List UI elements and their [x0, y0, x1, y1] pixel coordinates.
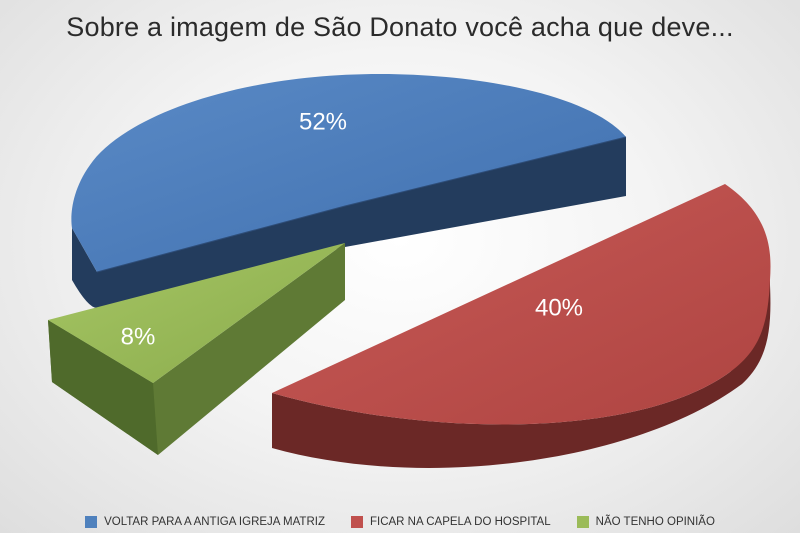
- legend-swatch-ficar: [350, 516, 363, 528]
- chart-title: Sobre a imagem de São Donato você acha q…: [66, 12, 734, 42]
- pie-slice-ficar-face: [272, 184, 771, 425]
- legend-item-ficar: FICAR NA CAPELA DO HOSPITAL: [350, 516, 551, 528]
- legend-label-ficar: FICAR NA CAPELA DO HOSPITAL: [369, 516, 551, 528]
- pie-slice-voltar: [71, 74, 627, 308]
- data-label-voltar: 52%: [299, 108, 347, 135]
- legend: VOLTAR PARA A ANTIGA IGREJA MATRIZ FICAR…: [0, 512, 800, 532]
- pie-slice-nao-tenho-face: [48, 243, 345, 383]
- legend-item-nao-tenho: NÃO TENHO OPINIÃO: [576, 516, 715, 528]
- pie-slice-nao-tenho-front: [48, 320, 158, 455]
- legend-label-voltar: VOLTAR PARA A ANTIGA IGREJA MATRIZ: [104, 516, 325, 528]
- pie-slice-nao-tenho: [48, 243, 345, 455]
- legend-label-nao-tenho: NÃO TENHO OPINIÃO: [595, 516, 715, 528]
- data-label-ficar: 40%: [535, 294, 583, 321]
- data-label-nao-tenho: 8%: [121, 323, 156, 350]
- legend-swatch-nao-tenho: [576, 516, 589, 528]
- pie-slice-voltar-side: [72, 228, 97, 308]
- legend-swatch-voltar: [85, 516, 98, 528]
- pie-slice-voltar-front: [97, 137, 626, 308]
- pie-slice-voltar-face: [71, 74, 626, 272]
- pie-slice-voltar-edge: [96, 136, 627, 273]
- pie-slice-ficar-front: [272, 260, 771, 468]
- pie-slice-ficar: [272, 184, 771, 468]
- legend-item-voltar: VOLTAR PARA A ANTIGA IGREJA MATRIZ: [85, 516, 325, 528]
